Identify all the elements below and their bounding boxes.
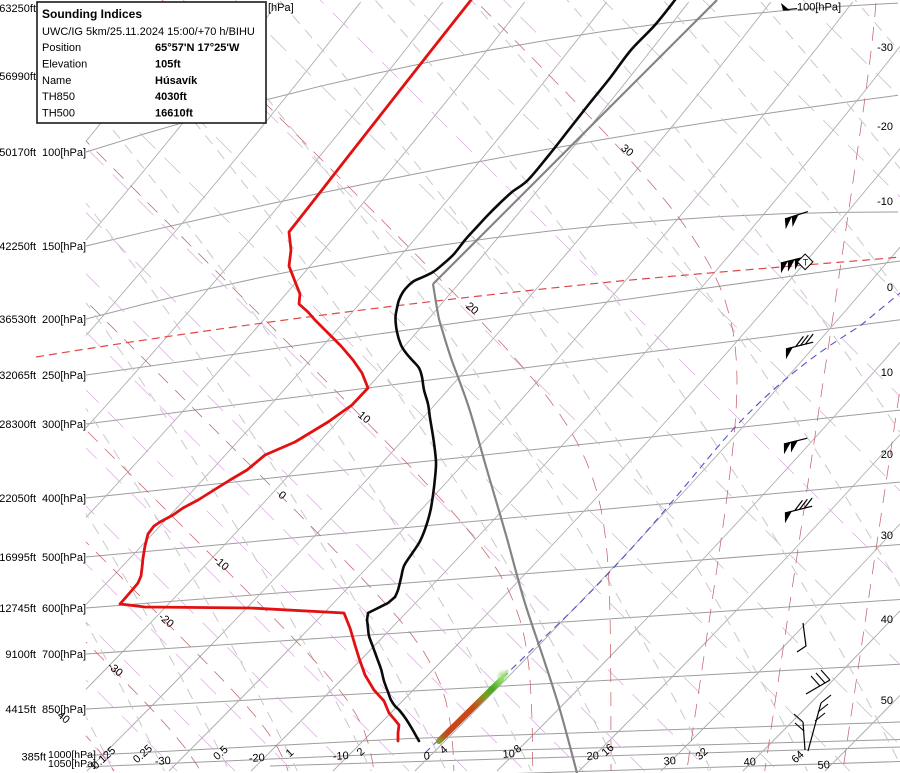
svg-text:50170ft: 50170ft — [0, 147, 36, 159]
svg-text:100[hPa]: 100[hPa] — [42, 147, 86, 159]
svg-text:Húsavík: Húsavík — [155, 75, 198, 87]
svg-text:28300ft: 28300ft — [0, 419, 36, 431]
svg-text:40: 40 — [743, 756, 756, 769]
svg-text:600[hPa]: 600[hPa] — [42, 603, 86, 615]
svg-text:385ft: 385ft — [22, 752, 46, 764]
svg-text:4415ft: 4415ft — [5, 704, 36, 716]
svg-text:-20: -20 — [248, 752, 265, 765]
svg-text:56990ft: 56990ft — [0, 71, 36, 83]
svg-text:16995ft: 16995ft — [0, 552, 36, 564]
svg-text:700[hPa]: 700[hPa] — [42, 649, 86, 661]
svg-text:4030ft: 4030ft — [155, 91, 187, 103]
svg-text:10: 10 — [881, 367, 893, 379]
svg-text:22050ft: 22050ft — [0, 493, 36, 505]
svg-text:9100ft: 9100ft — [5, 649, 36, 661]
svg-text:10: 10 — [502, 748, 515, 761]
svg-text:20: 20 — [881, 449, 893, 461]
svg-text:100[hPa]: 100[hPa] — [797, 2, 841, 14]
svg-text:40: 40 — [881, 614, 893, 626]
svg-text:-30: -30 — [154, 755, 171, 768]
svg-text:Sounding Indices: Sounding Indices — [42, 7, 142, 21]
svg-text:200[hPa]: 200[hPa] — [42, 314, 86, 326]
svg-text:20: 20 — [586, 750, 599, 763]
svg-text:30: 30 — [663, 755, 676, 768]
svg-text:[hPa]: [hPa] — [268, 2, 294, 14]
svg-text:TH500: TH500 — [42, 108, 75, 120]
svg-text:UWC/IG 5km/25.11.2024 15:00/+7: UWC/IG 5km/25.11.2024 15:00/+70 h/BIHU — [42, 26, 255, 38]
svg-text:16610ft: 16610ft — [155, 108, 193, 120]
svg-text:50: 50 — [881, 695, 893, 707]
svg-text:Position: Position — [42, 42, 81, 54]
svg-text:30: 30 — [881, 530, 893, 542]
svg-text:50: 50 — [817, 759, 830, 772]
svg-text:-10: -10 — [877, 196, 893, 208]
svg-text:63250ft: 63250ft — [0, 3, 36, 15]
svg-text:42250ft: 42250ft — [0, 241, 36, 253]
svg-text:250[hPa]: 250[hPa] — [42, 370, 86, 382]
svg-text:12745ft: 12745ft — [0, 603, 36, 615]
svg-text:-20: -20 — [877, 121, 893, 133]
svg-text:300[hPa]: 300[hPa] — [42, 419, 86, 431]
svg-text:T: T — [803, 258, 809, 268]
svg-text:500[hPa]: 500[hPa] — [42, 552, 86, 564]
svg-text:36530ft: 36530ft — [0, 314, 36, 326]
svg-text:32065ft: 32065ft — [0, 370, 36, 382]
svg-text:-30: -30 — [877, 42, 893, 54]
svg-text:0: 0 — [423, 750, 430, 762]
svg-text:850[hPa]: 850[hPa] — [42, 704, 86, 716]
svg-text:400[hPa]: 400[hPa] — [42, 493, 86, 505]
svg-text:-10: -10 — [332, 750, 349, 763]
svg-text:105ft: 105ft — [155, 59, 181, 71]
svg-text:1050[hPa]: 1050[hPa] — [48, 758, 96, 770]
svg-text:Name: Name — [42, 75, 71, 87]
svg-text:1000[hPa]: 1000[hPa] — [48, 749, 96, 761]
svg-text:0: 0 — [887, 282, 893, 294]
svg-text:TH850: TH850 — [42, 91, 75, 103]
svg-text:150[hPa]: 150[hPa] — [42, 241, 86, 253]
svg-text:Elevation: Elevation — [42, 59, 87, 71]
svg-text:65°57'N 17°25'W: 65°57'N 17°25'W — [155, 42, 240, 54]
